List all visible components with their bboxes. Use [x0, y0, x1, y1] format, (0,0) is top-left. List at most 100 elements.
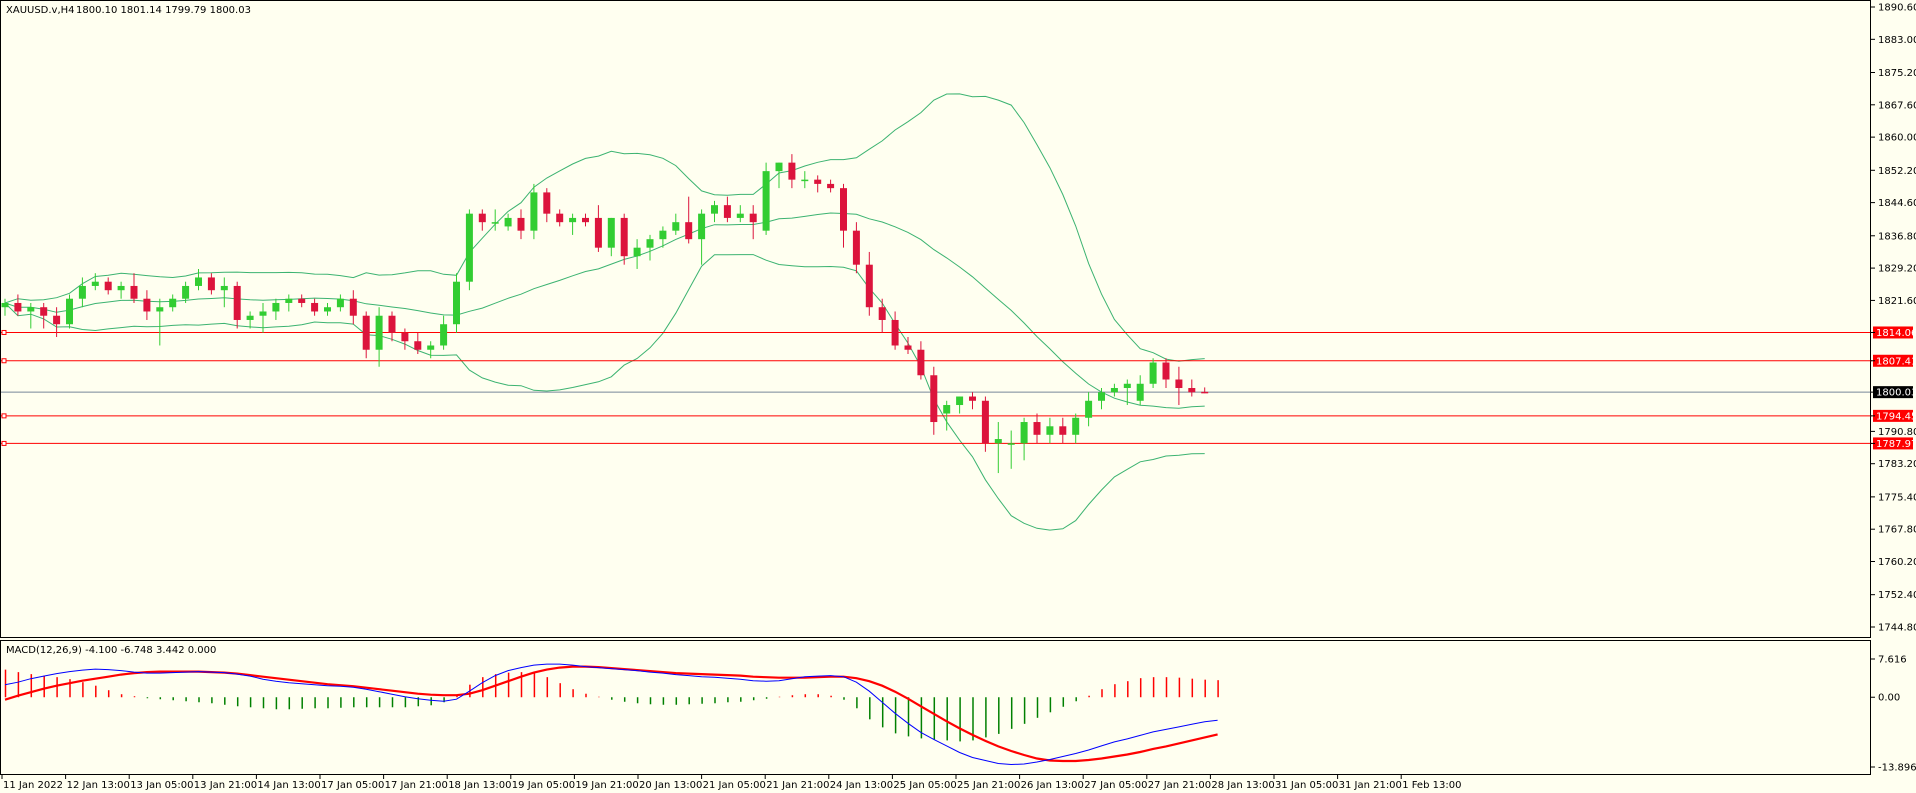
bollinger-middle [4, 212, 1205, 409]
candle-body [1162, 362, 1170, 380]
time-tick-label: 19 Jan 21:00 [575, 780, 638, 791]
price-tick-label: 1875.20 [1878, 68, 1916, 79]
main-panel-frame [0, 0, 1871, 638]
candle-body [981, 400, 989, 444]
candle-body [349, 298, 357, 316]
level-anchor-handle [1, 440, 7, 446]
candle-body [1046, 426, 1054, 435]
candle-body [762, 171, 770, 231]
candle-body [504, 217, 512, 227]
candle-body [53, 315, 61, 325]
candle-body [388, 315, 396, 333]
price-tick-label: 1760.20 [1878, 557, 1916, 568]
candle-body [298, 298, 306, 303]
candle-body [143, 298, 151, 312]
candle-body [66, 298, 73, 325]
candle-body [852, 230, 860, 265]
candle-body [994, 439, 1002, 444]
level-price-label: 1794.45 [1876, 411, 1916, 422]
time-tick-label: 14 Jan 13:00 [257, 780, 320, 791]
candle-body [723, 205, 731, 218]
level-price-label: 1814.06 [1876, 328, 1916, 339]
candle-body [672, 222, 680, 231]
candle-body [478, 213, 486, 223]
time-tick-label: 20 Jan 13:00 [639, 780, 702, 791]
candle-body [582, 217, 589, 223]
candle-body [711, 205, 718, 214]
time-tick-label: 13 Jan 21:00 [194, 780, 257, 791]
candle-body [1123, 383, 1131, 389]
candle-body [285, 298, 293, 303]
price-axis: 1890.60 1883.00 1875.20 1867.60 1860.00 1852.… [1870, 3, 1916, 634]
candle-body [607, 217, 615, 248]
price-tick-label: 1852.20 [1878, 166, 1916, 177]
price-tick-label: 1829.20 [1878, 264, 1916, 275]
level-anchor-handle [1, 329, 7, 335]
candle-body [736, 213, 744, 218]
candle-body [930, 375, 938, 423]
macd-indicator: 7.616 0.00 -13.896 [4, 655, 1916, 774]
candle-body [1110, 388, 1118, 393]
candle-body [1201, 391, 1209, 394]
candle-body [517, 217, 525, 231]
candle-body [375, 315, 383, 350]
macd-tick-label: 0.00 [1878, 693, 1900, 704]
price-tick-label: 1744.80 [1878, 623, 1916, 634]
candle-body [1033, 422, 1041, 435]
candle-body [311, 302, 319, 312]
candle-body [969, 396, 976, 401]
candle-body [182, 285, 190, 299]
candle-body [620, 217, 628, 257]
candle-body [117, 285, 125, 291]
time-tick-label: 27 Jan 21:00 [1148, 780, 1211, 791]
candle-body [814, 179, 822, 184]
candle-body [233, 285, 241, 320]
ohlc-label: 1800.10 1801.14 1799.79 1800.03 [76, 5, 251, 16]
candle-body [865, 264, 873, 308]
current-price-label: 1800.03 [1876, 388, 1916, 399]
candle-body [543, 192, 551, 214]
candle-body [491, 222, 499, 224]
level-price-tag [1873, 326, 1913, 339]
candle-body [195, 277, 202, 286]
time-tick-label: 25 Jan 05:00 [893, 780, 956, 791]
time-tick-label: 25 Jan 21:00 [957, 780, 1020, 791]
price-tick-label: 1775.40 [1878, 492, 1916, 503]
candle-body [27, 307, 35, 312]
time-axis: 11 Jan 2022 12 Jan 13:00 13 Jan 05:00 13 Ja… [1, 775, 1461, 791]
candle-body [91, 281, 99, 286]
time-tick-label: 31 Jan 05:00 [1275, 780, 1338, 791]
candle-body [556, 213, 564, 223]
candle-body [324, 307, 331, 312]
candle-body [956, 396, 964, 406]
candle-body [427, 345, 435, 350]
candle-body [1072, 417, 1080, 435]
candle-body [220, 285, 228, 291]
candle-body [130, 285, 138, 299]
time-tick-label: 13 Jan 05:00 [130, 780, 193, 791]
candle-body [362, 315, 370, 350]
time-tick-label: 27 Jan 05:00 [1084, 780, 1147, 791]
time-tick-label: 21 Jan 21:00 [766, 780, 829, 791]
candlesticks [1, 154, 1209, 474]
macd-tick-label: 7.616 [1878, 655, 1907, 666]
candle-body [272, 302, 280, 312]
time-tick-label: 18 Jan 13:00 [448, 780, 511, 791]
time-tick-label: 17 Jan 21:00 [385, 780, 448, 791]
candle-body [14, 302, 22, 312]
candle-body [1175, 379, 1183, 389]
level-price-label: 1807.41 [1876, 356, 1916, 367]
price-tick-label: 1836.80 [1878, 231, 1916, 242]
candle-body [594, 217, 602, 248]
bollinger-lower [4, 254, 1205, 531]
candle-body [336, 298, 344, 308]
candle-body [246, 315, 254, 320]
bollinger-bands [4, 93, 1205, 531]
time-tick-label: 26 Jan 13:00 [1021, 780, 1084, 791]
candle-body [465, 213, 473, 282]
candle-body [788, 162, 796, 180]
candle-body [104, 281, 112, 291]
candle-body [1059, 426, 1067, 435]
candle-body [259, 311, 267, 316]
